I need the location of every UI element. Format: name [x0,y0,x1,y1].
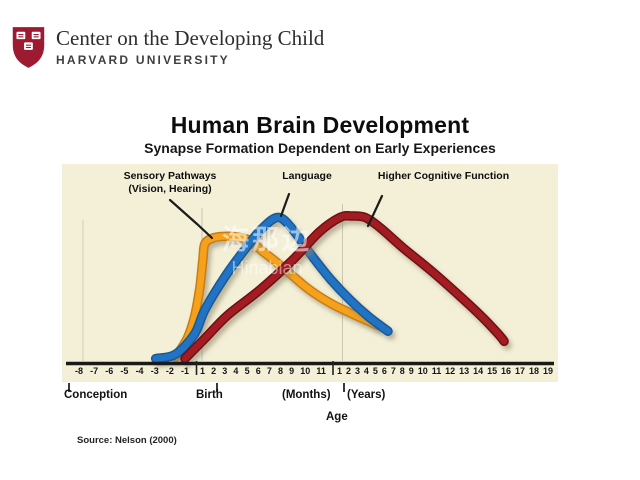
harvard-shield-logo [12,27,45,68]
tick-label: 11 [431,366,442,376]
tick-label: 14 [473,366,484,376]
tick-label: 7 [390,366,396,376]
tick-label: -4 [135,366,144,376]
tick-label: 2 [211,366,217,376]
university-name: HARVARD UNIVERSITY [56,53,230,67]
pointer-line-language [279,192,291,218]
axis-mark-birth [216,383,218,392]
chart-title: Human Brain Development [170,112,470,138]
tick-label: -5 [120,366,129,376]
curves-plot [66,192,554,375]
tick-label: 2 [345,366,351,376]
tick-label: 15 [487,366,498,376]
tick-label: 4 [363,366,369,376]
tick-label: 4 [233,366,239,376]
tick-label: 1 [337,366,343,376]
tick-label: -2 [165,366,174,376]
pointer-line-sensory [168,198,214,240]
x-ticks-postnatal-months: 1 2 3 4 5 6 7 8 9 10 11 [200,366,326,376]
tick-label: 18 [528,366,539,376]
axis-mark-conception [68,383,70,392]
curves-group [150,210,509,364]
birth-label: Birth [196,389,223,401]
age-axis-title: Age [326,411,348,423]
tick-label: 11 [316,366,326,376]
chart-area: Sensory Pathways (Vision, Hearing) Langu… [62,164,558,382]
chart-subtitle: Synapse Formation Dependent on Early Exp… [144,140,496,156]
tick-label: 10 [417,366,428,376]
tick-label: -3 [150,366,159,376]
tick-label: 10 [300,366,311,376]
tick-label: 12 [445,366,456,376]
tick-label: 9 [408,366,414,376]
curve-higher_cognitive [180,210,509,364]
tick-label: 3 [354,366,360,376]
tick-label: -1 [180,366,189,376]
conception-label: Conception [64,389,128,401]
curve-label-sensory-line2: (Vision, Hearing) [128,182,212,195]
years-label: (Years) [347,389,386,401]
x-ticks-years: 1 2 3 4 5 6 7 8 9 10 11 12 13 14 15 16 17 18 19 [337,366,553,376]
tick-label: 16 [501,366,512,376]
tick-label: 6 [255,366,261,376]
tick-label: 19 [542,366,553,376]
tick-label: -6 [105,366,114,376]
tick-label: 7 [266,366,272,376]
pointer-line-higher [366,194,384,228]
curve-label-language: Language [282,170,332,182]
header-text: Center on the Developing Child HARVARD U… [56,24,324,67]
curve-label-sensory-line1: Sensory Pathways [123,170,217,182]
tick-label: 3 [222,366,228,376]
tick-label: 1 [200,366,206,376]
org-name: Center on the Developing Child [56,26,325,50]
tick-label: 5 [372,366,378,376]
tick-label: 13 [459,366,470,376]
curve-language [150,212,393,364]
tick-label: 5 [244,366,250,376]
tick-label: 8 [399,366,405,376]
title-block: Human Brain Development Synapse Formatio… [0,112,640,156]
tick-label: -7 [90,366,99,376]
header: Center on the Developing Child HARVARD U… [10,24,324,71]
x-ticks-prenatal-months: -8 -7 -6 -5 -4 -3 -2 -1 [75,366,189,376]
curve-label-sensory: Sensory Pathways (Vision, Hearing) [100,170,240,195]
tick-label: -8 [75,366,84,376]
tick-label: 9 [289,366,295,376]
axis-mark-months-years [343,383,345,392]
tick-label: 17 [515,366,526,376]
source-citation: Source: Nelson (2000) [77,435,177,446]
curve-label-higher: Higher Cognitive Function [377,170,510,182]
months-label: (Months) [282,389,331,401]
tick-label: 6 [381,366,387,376]
tick-label: 8 [277,366,283,376]
